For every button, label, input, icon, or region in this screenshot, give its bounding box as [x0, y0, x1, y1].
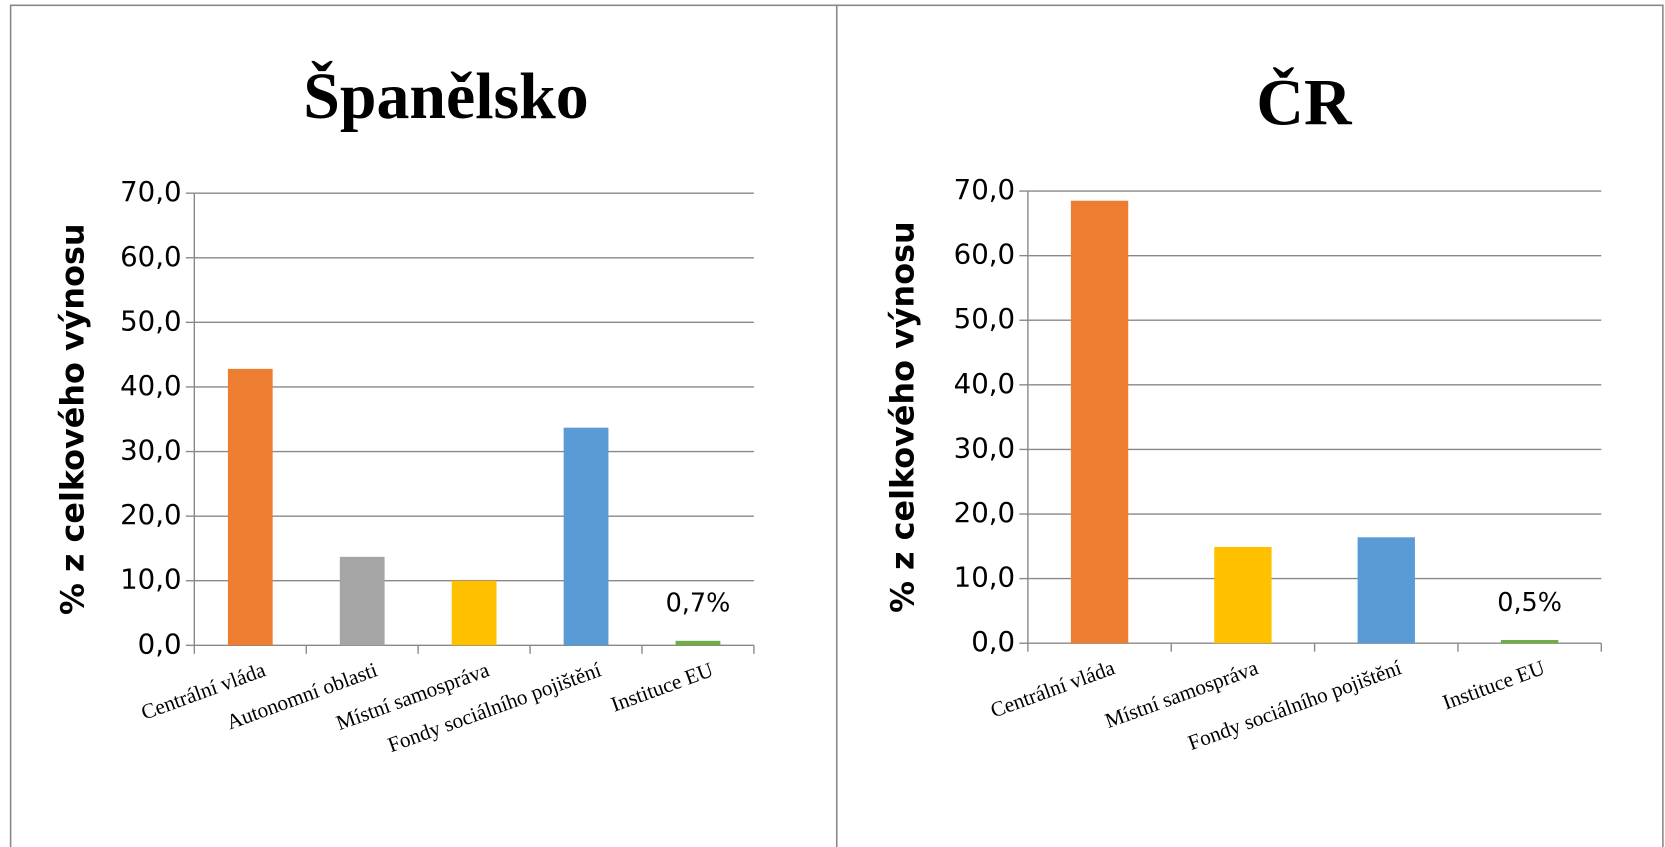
x-tick-label: Instituce EU — [1439, 655, 1547, 714]
y-tick-label: 40,0 — [120, 369, 181, 402]
x-tick-label: Instituce EU — [608, 658, 716, 717]
chart-title: Španělsko — [303, 60, 588, 133]
bar — [675, 640, 721, 646]
bar — [1357, 537, 1415, 644]
y-tick-label: 20,0 — [120, 498, 181, 531]
bar — [1070, 200, 1129, 644]
y-tick-label: 10,0 — [120, 563, 181, 596]
y-axis-label: % z celkového výnosu — [53, 223, 91, 615]
y-tick-label: 30,0 — [954, 431, 1015, 464]
y-tick-label: 60,0 — [120, 240, 181, 273]
bar — [563, 427, 609, 646]
y-tick-label: 10,0 — [954, 561, 1015, 594]
y-tick-label: 70,0 — [954, 173, 1015, 206]
y-tick-label: 30,0 — [120, 434, 181, 467]
y-tick-label: 0,0 — [971, 625, 1015, 658]
data-label: 0,7% — [666, 589, 731, 619]
chart-title: ČR — [1256, 66, 1353, 139]
y-tick-label: 0,0 — [138, 627, 182, 660]
bar — [451, 580, 497, 646]
y-tick-label: 50,0 — [120, 304, 181, 337]
y-tick-label: 20,0 — [954, 496, 1015, 529]
bar — [1500, 639, 1559, 644]
y-tick-label: 50,0 — [954, 302, 1015, 335]
x-tick-label: Centrální vláda — [987, 655, 1118, 722]
y-axis-label: % z celkového výnosu — [884, 221, 922, 613]
bar — [227, 368, 273, 646]
y-tick-label: 60,0 — [954, 238, 1015, 271]
y-tick-label: 40,0 — [954, 367, 1015, 400]
bar — [1214, 546, 1272, 644]
data-label: 0,5% — [1497, 588, 1562, 618]
bar — [339, 556, 385, 646]
y-tick-label: 70,0 — [120, 175, 181, 208]
